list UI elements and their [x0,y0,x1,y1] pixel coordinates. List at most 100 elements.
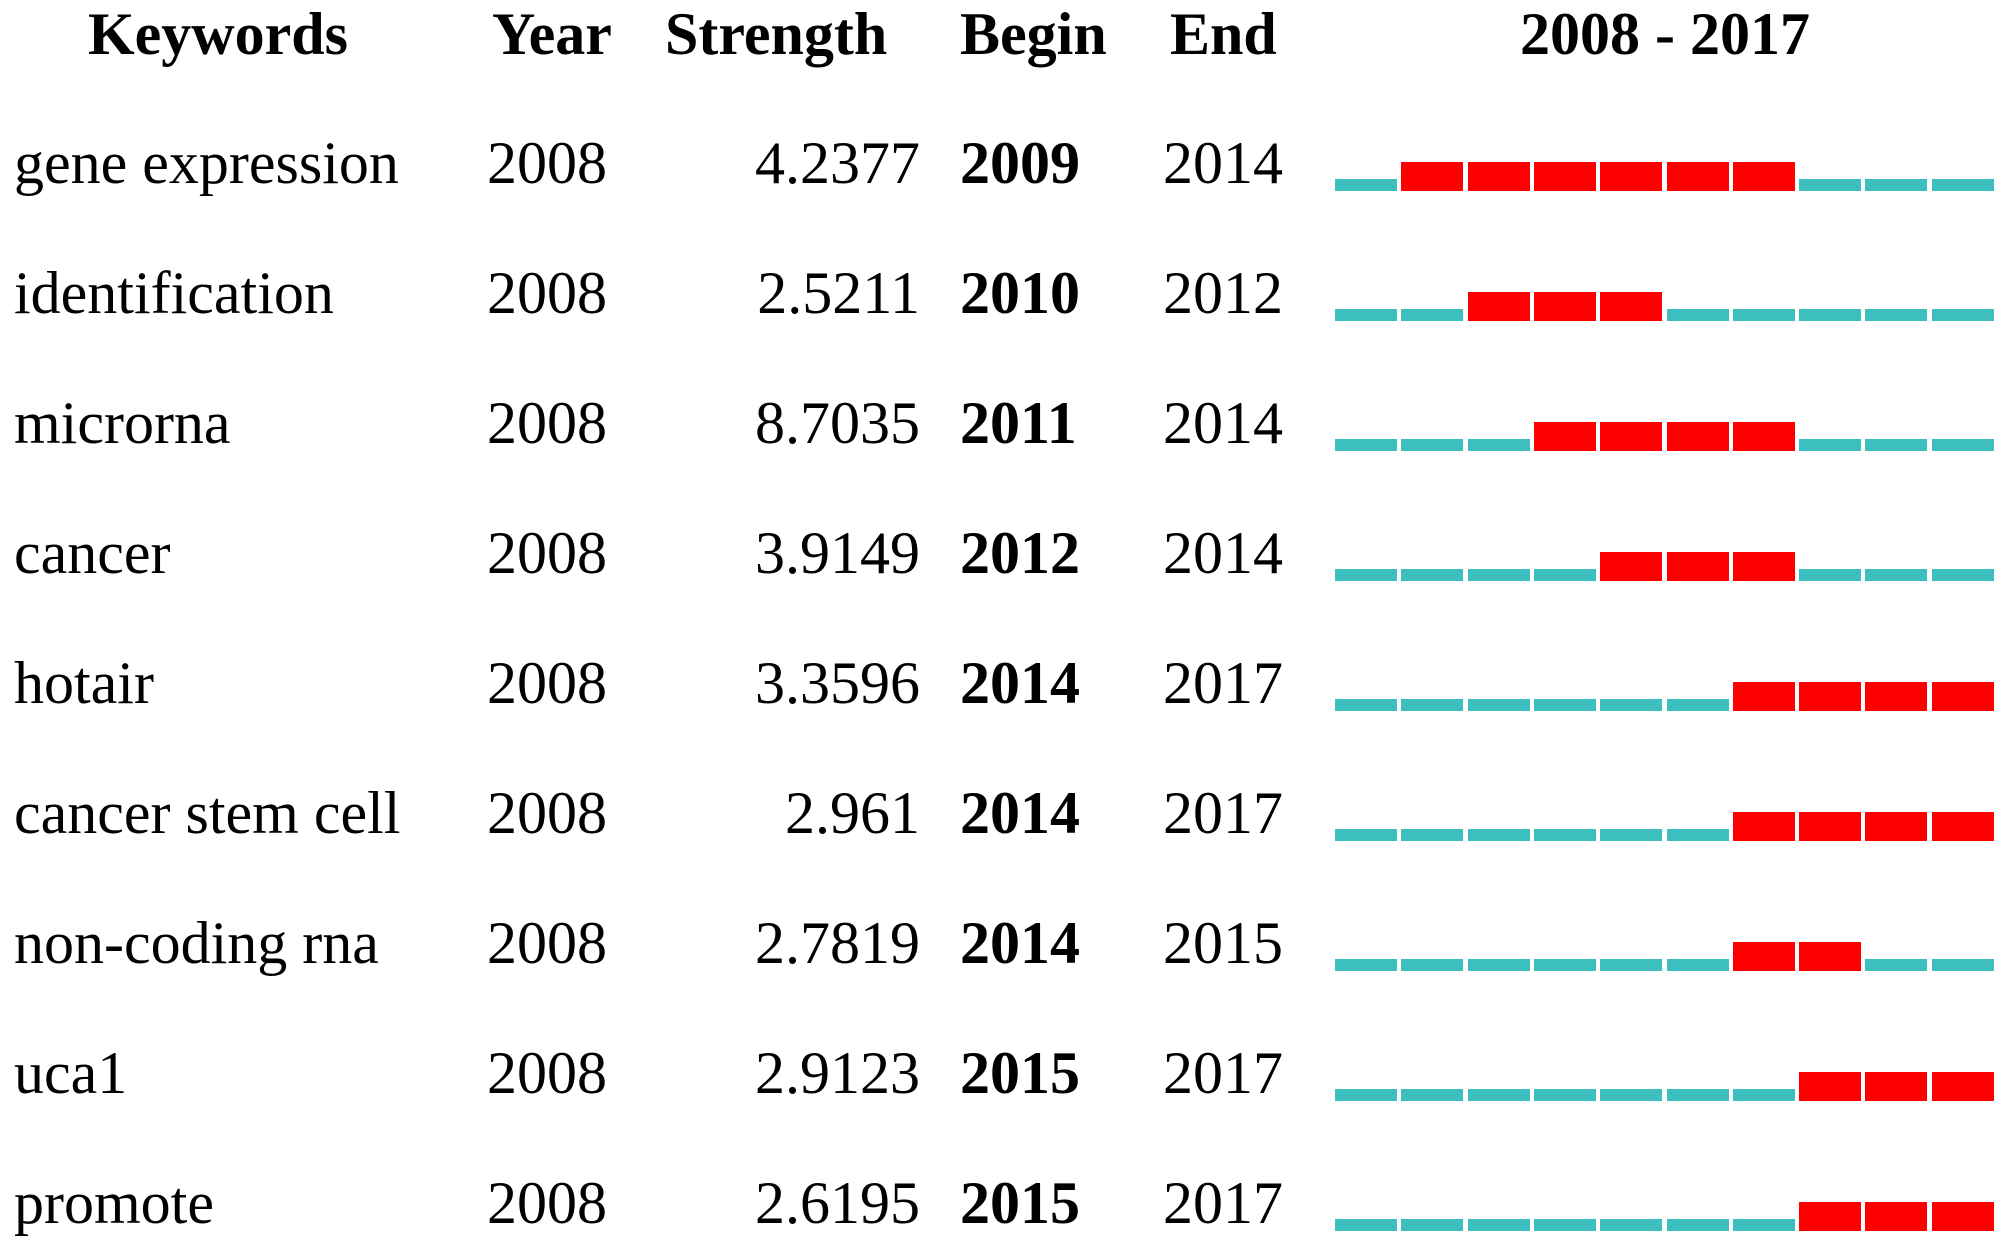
timeline-segment [1732,1219,1795,1231]
year-cell: 2008 [487,1040,607,1106]
timeline-segment [1533,829,1596,841]
begin-cell: 2012 [960,520,1080,586]
begin-cell: 2015 [960,1040,1080,1106]
timeline-segment [1401,699,1464,711]
timeline-segment [1600,829,1663,841]
timeline-segment [1335,1089,1397,1101]
timeline-segment [1931,179,1994,191]
end-cell: 2017 [1163,650,1283,716]
strength-cell: 2.5211 [757,260,920,326]
strength-cell: 3.9149 [755,520,920,586]
keyword-cell: cancer [14,520,171,586]
burst-segment [1666,422,1729,451]
year-cell: 2008 [487,390,607,456]
timeline-segment [1865,309,1928,321]
burst-segment [1931,682,1994,711]
timeline-segment [1799,309,1862,321]
timeline-segment [1865,179,1928,191]
burst-segment [1865,1072,1928,1101]
burst-segment [1533,162,1596,191]
strength-cell: 8.7035 [755,390,920,456]
timeline-segment [1467,699,1530,711]
keyword-cell: cancer stem cell [14,780,401,846]
burst-segment [1600,292,1663,321]
burst-segment [1732,552,1795,581]
burst-segment [1401,162,1464,191]
year-cell: 2008 [487,1170,607,1236]
timeline-segment [1467,1219,1530,1231]
timeline-segment [1799,439,1862,451]
begin-cell: 2014 [960,780,1080,846]
timeline-segment [1666,829,1729,841]
keyword-cell: uca1 [14,1040,128,1106]
timeline-segment [1335,1219,1397,1231]
burst-segment [1533,422,1596,451]
end-cell: 2014 [1163,520,1283,586]
begin-cell: 2010 [960,260,1080,326]
burst-segment [1799,942,1862,971]
timeline-segment [1467,439,1530,451]
begin-cell: 2014 [960,910,1080,976]
timeline-segment [1401,569,1464,581]
timeline-segment [1732,309,1795,321]
end-cell: 2017 [1163,1170,1283,1236]
burst-segment [1600,162,1663,191]
timeline-segment [1600,699,1663,711]
begin-cell: 2015 [960,1170,1080,1236]
timeline-segment [1335,829,1397,841]
strength-cell: 2.961 [785,780,920,846]
burst-segment [1799,812,1862,841]
burst-segment [1467,292,1530,321]
timeline-segment [1799,179,1862,191]
timeline-segment [1467,569,1530,581]
begin-cell: 2011 [960,390,1077,456]
header-strength: Strength [665,1,888,67]
timeline-segment [1401,309,1464,321]
header-keywords: Keywords [88,1,348,67]
timeline-segment [1931,309,1994,321]
timeline-segment [1533,1089,1596,1101]
timeline-segment [1666,309,1729,321]
burst-segment [1799,1072,1862,1101]
timeline-segment [1335,179,1397,191]
end-cell: 2015 [1163,910,1283,976]
end-cell: 2017 [1163,780,1283,846]
strength-cell: 4.2377 [755,130,920,196]
end-cell: 2014 [1163,390,1283,456]
burst-segment [1732,682,1795,711]
keyword-cell: microrna [14,390,231,456]
header-year: Year [492,1,612,67]
timeline-segment [1335,569,1397,581]
timeline-segment [1467,1089,1530,1101]
timeline-segment [1533,699,1596,711]
timeline-segment [1467,959,1530,971]
keyword-cell: promote [14,1170,214,1236]
timeline-segment [1600,1089,1663,1101]
timeline-segment [1401,829,1464,841]
keyword-cell: gene expression [14,130,399,196]
end-cell: 2014 [1163,130,1283,196]
strength-cell: 2.6195 [755,1170,920,1236]
timeline-segment [1335,309,1397,321]
burst-segment [1732,162,1795,191]
burst-segment [1799,1202,1862,1231]
strength-cell: 3.3596 [755,650,920,716]
timeline-segment [1467,829,1530,841]
timeline-segment [1401,1219,1464,1231]
year-cell: 2008 [487,520,607,586]
timeline-segment [1335,959,1397,971]
burst-segment [1865,812,1928,841]
timeline-segment [1865,569,1928,581]
keyword-cell: identification [14,260,334,326]
year-cell: 2008 [487,650,607,716]
burst-segment [1600,422,1663,451]
end-cell: 2012 [1163,260,1283,326]
timeline-segment [1666,1219,1729,1231]
timeline-segment [1931,439,1994,451]
begin-cell: 2014 [960,650,1080,716]
burst-segment [1931,1072,1994,1101]
keyword-cell: hotair [14,650,154,716]
year-cell: 2008 [487,910,607,976]
burst-segment [1467,162,1530,191]
burst-segment [1931,1202,1994,1231]
